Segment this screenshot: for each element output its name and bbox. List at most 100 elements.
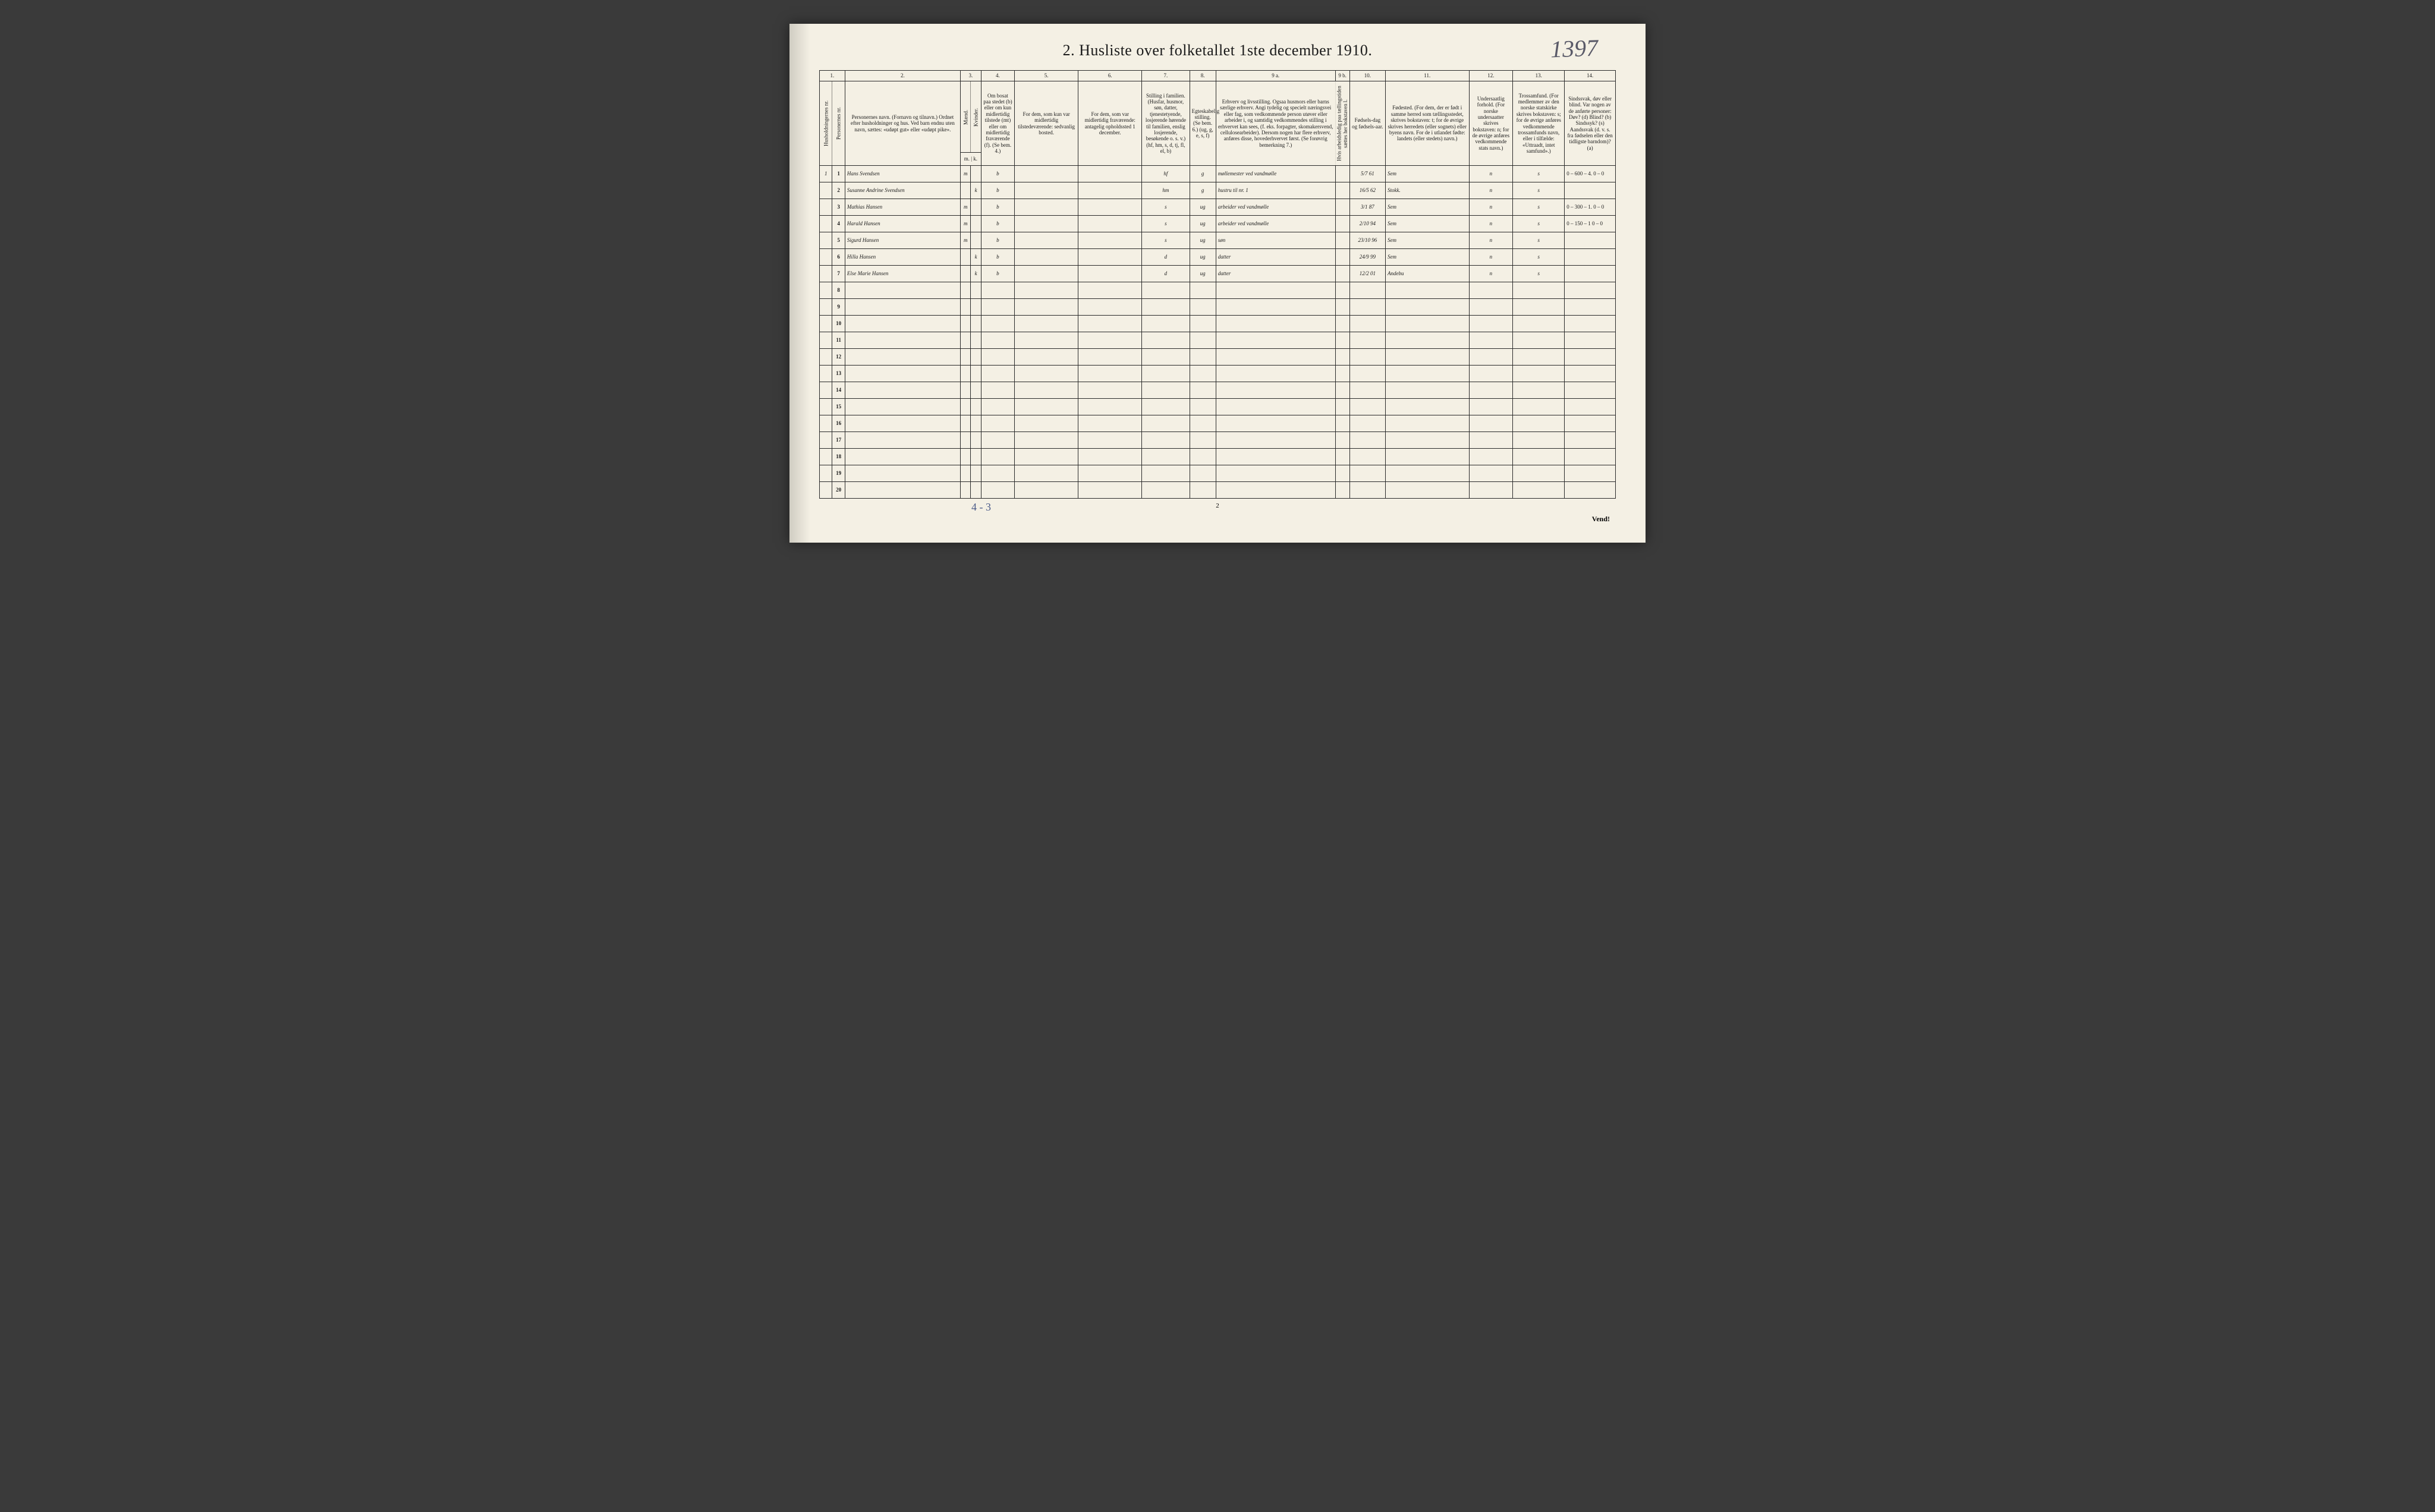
cell: s [1142, 199, 1190, 216]
cell [1335, 216, 1349, 232]
cell [845, 449, 960, 465]
column-number: 5. [1015, 71, 1078, 81]
cell: ug [1190, 216, 1216, 232]
table-row: 18 [820, 449, 1616, 465]
cell [1015, 282, 1078, 299]
cell [1349, 465, 1385, 482]
table-row: 3Mathias Hansenmbsugarbeider ved vandmøl… [820, 199, 1616, 216]
col-sex-k: Kvinder. [971, 81, 981, 153]
cell [820, 266, 832, 282]
cell [1385, 482, 1469, 499]
cell [1335, 432, 1349, 449]
cell [961, 316, 971, 332]
table-row: 16 [820, 415, 1616, 432]
cell [1190, 465, 1216, 482]
cell [1385, 465, 1469, 482]
cell [971, 449, 981, 465]
col-name: Personernes navn. (Fornavn og tilnavn.) … [845, 81, 960, 166]
cell [1216, 282, 1335, 299]
cell [1335, 182, 1349, 199]
cell [1142, 482, 1190, 499]
cell [820, 216, 832, 232]
col-occupation: Erhverv og livsstilling. Ogsaa husmors e… [1216, 81, 1335, 166]
cell [1565, 432, 1616, 449]
cell [1335, 415, 1349, 432]
column-number-row: 1.2.3.4.5.6.7.8.9 a.9 b.10.11.12.13.14. [820, 71, 1616, 81]
cell: s [1513, 166, 1565, 182]
cell [1216, 399, 1335, 415]
cell [1142, 449, 1190, 465]
cell [971, 299, 981, 316]
cell [981, 399, 1014, 415]
cell [1078, 399, 1142, 415]
cell [971, 382, 981, 399]
cell [1216, 366, 1335, 382]
cell [820, 249, 832, 266]
cell [1078, 216, 1142, 232]
cell [1469, 349, 1513, 366]
cell [1565, 382, 1616, 399]
cell [1349, 399, 1385, 415]
cell: g [1190, 182, 1216, 199]
cell [1216, 332, 1335, 349]
cell [1565, 482, 1616, 499]
cell [1015, 382, 1078, 399]
cell: Harald Hansen [845, 216, 960, 232]
cell: d [1142, 266, 1190, 282]
table-row: 11Hans Svendsenmbhfgmøllemester ved vand… [820, 166, 1616, 182]
table-row: 9 [820, 299, 1616, 316]
cell [1513, 316, 1565, 332]
cell [820, 366, 832, 382]
cell [1190, 482, 1216, 499]
cell [1142, 366, 1190, 382]
cell [1513, 282, 1565, 299]
cell [961, 299, 971, 316]
cell [1142, 432, 1190, 449]
cell: n [1469, 266, 1513, 282]
col-unemployed: Hvis arbeidsledig paa tællingstiden sætt… [1335, 81, 1349, 166]
cell: 16/5 62 [1349, 182, 1385, 199]
cell: 16 [832, 415, 845, 432]
cell [1513, 299, 1565, 316]
cell: møllemester ved vandmølle [1216, 166, 1335, 182]
table-row: 19 [820, 465, 1616, 482]
table-row: 11 [820, 332, 1616, 349]
cell [1015, 266, 1078, 282]
cell [981, 366, 1014, 382]
cell [1385, 449, 1469, 465]
cell [1565, 465, 1616, 482]
cell: Sem [1385, 166, 1469, 182]
cell: b [981, 249, 1014, 266]
cell [961, 249, 971, 266]
col-household-nr: Husholdningernes nr. [820, 81, 832, 166]
cell: b [981, 199, 1014, 216]
cell [981, 482, 1014, 499]
cell [1142, 316, 1190, 332]
cell: ug [1190, 232, 1216, 249]
bottom-page-number: 2 [1216, 502, 1219, 509]
table-row: 14 [820, 382, 1616, 399]
cell: Susanne Andrine Svendsen [845, 182, 960, 199]
cell: Sem [1385, 199, 1469, 216]
cell: Sem [1385, 232, 1469, 249]
cell [981, 415, 1014, 432]
cell: 1 [820, 166, 832, 182]
cell [1565, 282, 1616, 299]
cell: n [1469, 199, 1513, 216]
cell [1349, 366, 1385, 382]
table-head: 1.2.3.4.5.6.7.8.9 a.9 b.10.11.12.13.14. … [820, 71, 1616, 166]
cell [1385, 316, 1469, 332]
cell [1015, 216, 1078, 232]
cell: ug [1190, 266, 1216, 282]
cell: 9 [832, 299, 845, 316]
cell [820, 415, 832, 432]
cell [820, 282, 832, 299]
cell [1469, 415, 1513, 432]
cell [981, 382, 1014, 399]
cell [981, 349, 1014, 366]
col-marital: Egteskabelig stilling. (Se bem. 6.) (ug,… [1190, 81, 1216, 166]
col-dob: Fødsels-dag og fødsels-aar. [1349, 81, 1385, 166]
cell [971, 282, 981, 299]
corner-number: 1397 [1550, 34, 1599, 64]
cell [981, 449, 1014, 465]
